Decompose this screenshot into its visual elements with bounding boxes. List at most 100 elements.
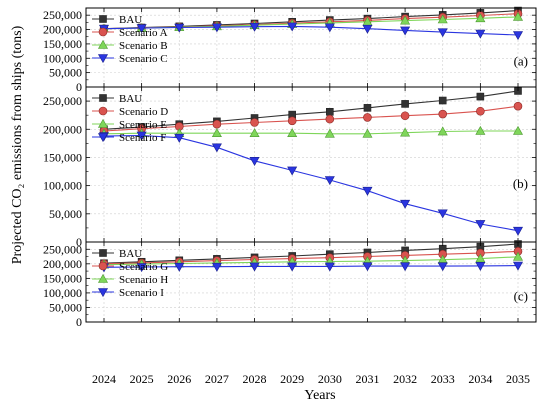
panel-tag: (b) [513, 176, 528, 191]
data-point-scenario-c [512, 31, 524, 41]
y-tick-label: 200,000 [43, 122, 82, 136]
legend-marker [97, 288, 109, 298]
x-tick-label: 2024 [92, 372, 116, 386]
y-tick-label: 200,000 [43, 257, 82, 271]
data-point-scenario-f [174, 133, 185, 143]
legend-marker [97, 133, 109, 143]
legend-label: Scenario D [119, 106, 168, 118]
legend-label: Scenario H [119, 274, 168, 286]
y-tick-label: 150,000 [43, 37, 82, 51]
y-tick-label: 200,000 [43, 23, 82, 37]
data-point-bau [476, 92, 485, 101]
data-point-scenario-e [211, 128, 222, 138]
data-point-bau [401, 100, 409, 108]
legend-marker [97, 118, 109, 128]
data-point-scenario-d [287, 116, 297, 126]
legend-label: Scenario I [119, 287, 164, 299]
y-axis-title: Projected CO₂ emissions from ships (tons… [10, 25, 25, 264]
data-point-scenario-i [136, 263, 147, 273]
legend-label: BAU [119, 14, 142, 26]
data-point-scenario-c [174, 23, 185, 33]
data-point-scenario-i [324, 262, 335, 272]
x-tick-label: 2025 [130, 372, 154, 386]
legend-marker [97, 273, 109, 283]
x-tick-label: 2026 [167, 372, 191, 386]
data-point-scenario-b [437, 14, 448, 24]
series-line-scenario-c [103, 25, 519, 36]
y-tick-label: 250,000 [43, 94, 82, 108]
data-point-scenario-i [287, 262, 298, 272]
data-point-scenario-i [211, 262, 222, 272]
data-point-scenario-d [212, 119, 222, 129]
data-point-scenario-f [400, 199, 411, 209]
data-point-scenario-f [475, 220, 486, 230]
series-line-bau [103, 90, 519, 130]
data-point-scenario-d [250, 118, 259, 127]
y-tick-label: 0 [76, 235, 82, 249]
data-point-scenario-b [400, 15, 411, 25]
data-point-scenario-d [363, 113, 372, 122]
y-tick-label: 50,000 [49, 66, 82, 80]
legend-label: Scenario E [119, 119, 167, 131]
panel-tag: (c) [514, 288, 528, 303]
y-tick-label: 100,000 [43, 286, 82, 300]
legend-marker [97, 54, 109, 64]
data-point-scenario-e [437, 126, 448, 136]
data-point-scenario-d [438, 109, 448, 119]
x-tick-label: 2033 [431, 372, 455, 386]
y-tick-label: 0 [76, 315, 82, 329]
x-tick-label: 2031 [355, 372, 379, 386]
x-tick-label: 2029 [280, 372, 304, 386]
series-line-scenario-f [103, 134, 519, 232]
x-tick-label: 2028 [243, 372, 267, 386]
data-point-scenario-i [249, 262, 260, 272]
panel-frame [85, 241, 537, 323]
legend-label: Scenario B [119, 40, 168, 52]
data-point-bau [326, 108, 334, 116]
data-point-scenario-f [512, 226, 524, 236]
y-tick-label: 150,000 [43, 150, 82, 164]
data-point-scenario-f [287, 166, 298, 176]
data-point-scenario-e [400, 127, 411, 137]
legend-label: Scenario C [119, 53, 168, 65]
data-point-scenario-c [136, 24, 147, 34]
x-tick-label: 2030 [318, 372, 342, 386]
legend-marker [99, 15, 107, 23]
x-tick-labels: 2024 2025 2026 2027 2028 2029 2030 2031 2032 2033… [92, 372, 530, 386]
data-point-scenario-i [475, 262, 486, 271]
data-point-scenario-f [211, 143, 222, 153]
data-point-scenario-e [287, 128, 298, 138]
data-point-scenario-c [437, 28, 448, 38]
data-point-scenario-i [174, 262, 185, 272]
data-point-scenario-i [400, 262, 411, 272]
data-point-scenario-f [324, 176, 335, 186]
legend-marker [99, 94, 107, 102]
data-point-scenario-c [362, 24, 373, 34]
series-line-scenario-i [103, 265, 519, 268]
legend-marker [97, 39, 109, 49]
y-tick-label: 50,000 [49, 207, 82, 221]
legend-label: BAU [119, 248, 142, 260]
panel-tag: (a) [514, 54, 528, 69]
y-tick-label: 250,000 [43, 8, 82, 22]
y-tick-label: 50,000 [49, 300, 82, 314]
data-point-scenario-i [362, 262, 373, 272]
x-axis-title: Years [304, 388, 335, 403]
y-tick-label: 0 [76, 80, 82, 94]
legend-label: Scenario G [119, 261, 168, 273]
y-tick-label: 100,000 [43, 51, 82, 65]
legend-label: Scenario A [119, 27, 168, 39]
legend-marker [98, 261, 108, 271]
data-point-scenario-d [400, 111, 410, 121]
data-point-scenario-e [324, 128, 335, 138]
data-point-scenario-e [475, 125, 486, 135]
data-point-bau [363, 104, 372, 112]
data-point-scenario-d [513, 101, 523, 111]
data-point-scenario-c [287, 22, 298, 32]
